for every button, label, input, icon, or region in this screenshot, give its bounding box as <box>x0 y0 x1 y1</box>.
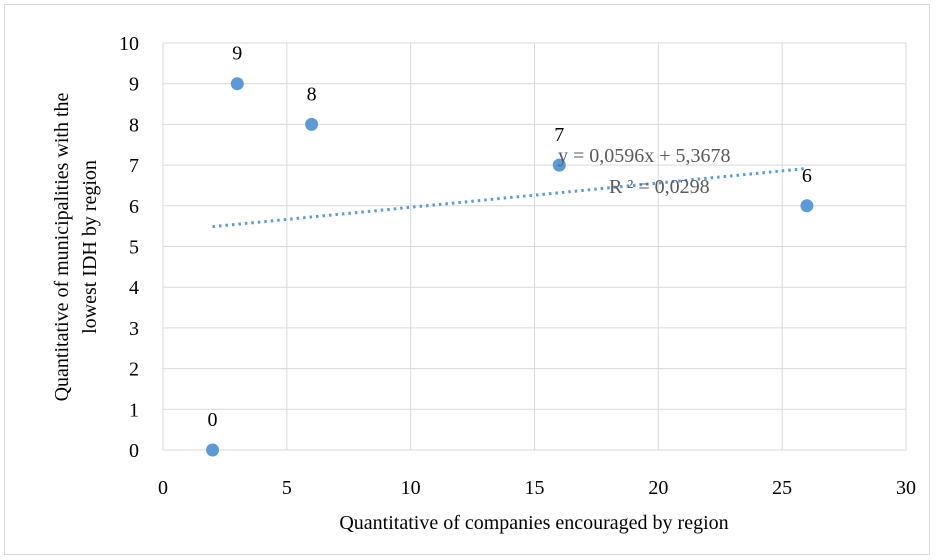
grid-lines <box>162 42 907 451</box>
data-point <box>230 77 244 91</box>
data-label: 0 <box>208 409 218 431</box>
x-tick-label: 10 <box>401 477 421 499</box>
data-point <box>305 117 319 131</box>
data-label: 9 <box>232 43 242 65</box>
y-tick-label: 3 <box>129 318 139 340</box>
x-tick-label: 30 <box>896 477 916 499</box>
data-point <box>552 158 566 172</box>
x-tick-label: 0 <box>158 477 168 499</box>
y-tick-label: 7 <box>129 155 139 177</box>
y-tick-label: 0 <box>129 440 139 462</box>
data-label: 8 <box>307 83 317 105</box>
data-label: 6 <box>802 165 812 187</box>
x-tick-label: 25 <box>772 477 792 499</box>
x-tick-label: 20 <box>648 477 668 499</box>
trendline-r-squared: R ² = 0,0298 <box>609 176 710 198</box>
data-labels: 0 9 8 7 6 <box>208 43 812 431</box>
y-axis-title-line-1: Quantitative of municipalities with the <box>51 92 73 401</box>
linear-trendline <box>212 166 808 229</box>
y-tick-label: 10 <box>119 33 139 55</box>
y-tick-label: 2 <box>129 359 139 381</box>
y-tick-label: 5 <box>129 237 139 259</box>
trendline-group <box>212 166 808 229</box>
y-axis-title-line-2: lowest IDH by region <box>79 160 101 334</box>
y-tick-label: 4 <box>129 277 139 299</box>
x-axis-title: Quantitative of companies encouraged by … <box>339 512 728 534</box>
data-label: 7 <box>554 124 564 146</box>
x-tick-label: 15 <box>525 477 545 499</box>
trendline-equation: y = 0,0596x + 5,3678 <box>558 145 731 167</box>
data-point <box>800 199 814 213</box>
data-points <box>206 77 814 457</box>
x-tick-label: 5 <box>282 477 292 499</box>
y-tick-labels: 0 1 2 3 4 5 6 7 8 9 10 <box>119 33 139 462</box>
y-tick-label: 1 <box>129 399 139 421</box>
chart-frame <box>4 4 930 555</box>
y-tick-label: 8 <box>129 114 139 136</box>
data-point <box>206 443 220 457</box>
y-tick-label: 9 <box>129 74 139 96</box>
x-tick-labels: 0 5 10 15 20 25 30 <box>158 477 916 499</box>
y-tick-label: 6 <box>129 196 139 218</box>
